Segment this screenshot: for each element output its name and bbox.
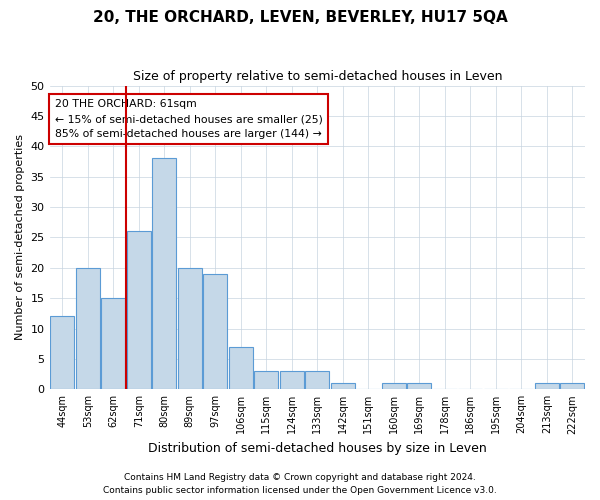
- Bar: [50, 316, 74, 390]
- Bar: [101, 298, 125, 390]
- Title: Size of property relative to semi-detached houses in Leven: Size of property relative to semi-detach…: [133, 70, 502, 83]
- Bar: [254, 371, 278, 390]
- Bar: [407, 383, 431, 390]
- Bar: [76, 268, 100, 390]
- Y-axis label: Number of semi-detached properties: Number of semi-detached properties: [15, 134, 25, 340]
- Bar: [229, 347, 253, 390]
- Bar: [152, 158, 176, 390]
- X-axis label: Distribution of semi-detached houses by size in Leven: Distribution of semi-detached houses by …: [148, 442, 487, 455]
- Text: 20, THE ORCHARD, LEVEN, BEVERLEY, HU17 5QA: 20, THE ORCHARD, LEVEN, BEVERLEY, HU17 5…: [92, 10, 508, 25]
- Text: 20 THE ORCHARD: 61sqm
← 15% of semi-detached houses are smaller (25)
85% of semi: 20 THE ORCHARD: 61sqm ← 15% of semi-deta…: [55, 99, 323, 139]
- Bar: [535, 383, 559, 390]
- Bar: [331, 383, 355, 390]
- Bar: [203, 274, 227, 390]
- Text: Contains HM Land Registry data © Crown copyright and database right 2024.
Contai: Contains HM Land Registry data © Crown c…: [103, 474, 497, 495]
- Bar: [560, 383, 584, 390]
- Bar: [178, 268, 202, 390]
- Bar: [382, 383, 406, 390]
- Bar: [280, 371, 304, 390]
- Bar: [305, 371, 329, 390]
- Bar: [127, 232, 151, 390]
